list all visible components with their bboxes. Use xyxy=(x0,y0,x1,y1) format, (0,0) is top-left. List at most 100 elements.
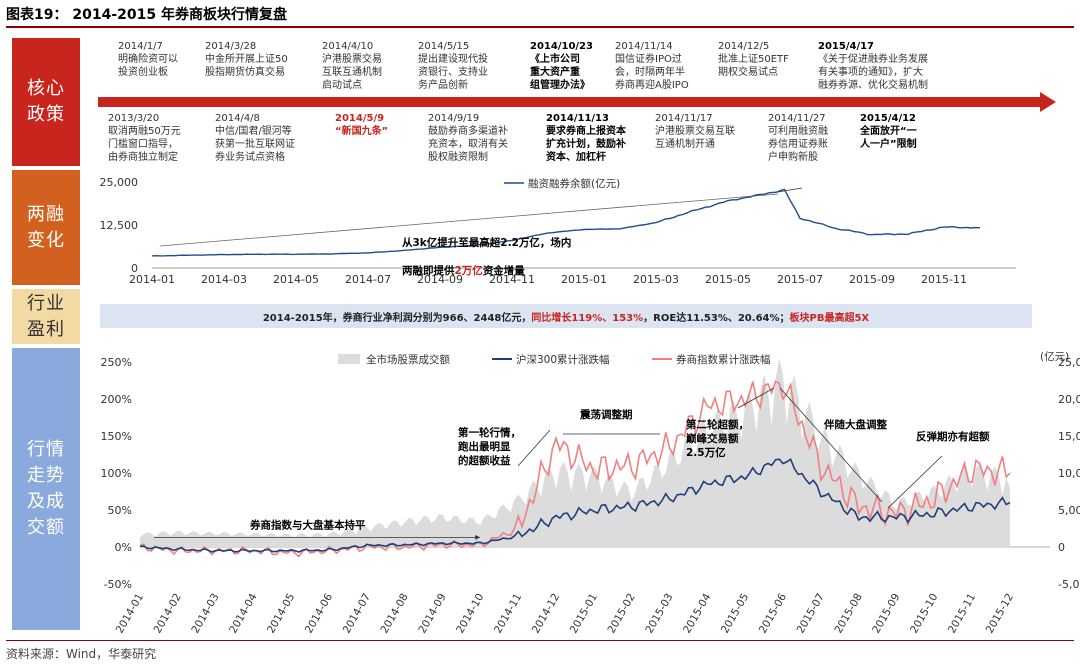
annotation-wave2: 第二轮超额，巅峰交易额 2.5万亿 xyxy=(686,418,749,459)
section-profit-label: 行业 盈利 xyxy=(27,292,65,340)
annotation-flat: 券商指数与大盘基本持平 xyxy=(249,519,366,532)
policy-bottom-event-7: 2015/4/12 全面放开“一 人一户”限制 xyxy=(860,112,917,151)
market-x-tick-group: 2015-05 xyxy=(719,592,751,636)
policy-bottom-event-6: 2014/11/27 可利用融资融 券信用证券账 户申购新股 xyxy=(768,112,828,164)
policy-bottom-event-text: 取消两融50万元 门槛窗口指导， 由券商独立制定 xyxy=(108,126,181,163)
policy-top-event-date: 2014/5/15 xyxy=(418,41,470,52)
annotation-wave1-line: 的超额收益 xyxy=(458,454,511,467)
policy-top-event-date: 2014/1/7 xyxy=(118,41,163,52)
margin-x-tick: 2015-07 xyxy=(777,273,823,286)
policy-bottom-event-text: 中信/国君/银河等 获第一批互联网证 券业务试点资格 xyxy=(215,126,295,163)
market-y-left-tick: 200% xyxy=(101,393,132,406)
policy-bottom-event-date: 2014/9/19 xyxy=(428,113,480,124)
margin-balance-line xyxy=(151,188,981,257)
market-y-left-tick: 250% xyxy=(101,356,132,369)
legend-volume-label: 全市场股票成交额 xyxy=(366,353,450,366)
annotation-flat-line: 券商指数与大盘基本持平 xyxy=(249,519,366,532)
policy-bottom-event-date: 2014/11/17 xyxy=(655,113,713,124)
market-x-tick-group: 2015-11 xyxy=(946,592,978,636)
market-x-tick: 2015-10 xyxy=(908,592,940,636)
market-x-tick: 2014-07 xyxy=(341,592,373,636)
annotation-shock-line: 震荡调整期 xyxy=(579,408,633,421)
policy-top-event-date: 2014/12/5 xyxy=(718,41,770,52)
bottom-rule xyxy=(6,640,1074,641)
market-x-tick: 2015-04 xyxy=(681,591,713,635)
policy-bottom-event-text: 可利用融资融 券信用证券账 户申购新股 xyxy=(768,126,828,163)
market-x-tick: 2014-10 xyxy=(454,592,486,636)
market-x-tick-group: 2014-07 xyxy=(341,592,373,636)
legend-broker-label: 券商指数累计涨跌幅 xyxy=(676,353,771,366)
section-market-label: 行情 走势 及成 交额 xyxy=(27,439,65,538)
market-x-tick-group: 2015-10 xyxy=(908,592,940,636)
market-x-tick-group: 2015-12 xyxy=(984,592,1016,636)
section-policy: 核心 政策 xyxy=(12,38,80,166)
margin-x-tick: 2015-11 xyxy=(921,273,967,286)
policy-bottom-event-4: 2014/11/13 要求券商上报资本 扩充计划，鼓励补 资本、加杠杆 xyxy=(546,112,626,164)
section-margin-label: 两融 变化 xyxy=(27,203,65,251)
market-x-tick: 2014-03 xyxy=(189,592,221,636)
market-x-tick: 2015-05 xyxy=(719,592,751,636)
policy-bottom-event-text: 全面放开“一 人一户”限制 xyxy=(860,126,917,150)
broker-index-line xyxy=(139,380,1011,558)
market-x-tick-group: 2014-09 xyxy=(416,592,448,636)
market-x-tick-group: 2014-03 xyxy=(189,592,221,636)
market-x-tick-group: 2014-04 xyxy=(227,591,259,635)
profit-text-1: 2014-2015年，券商行业净利润分别为966、2448亿元， xyxy=(262,312,532,324)
annotation-rebound-arrow xyxy=(887,455,943,509)
market-x-tick-group: 2015-09 xyxy=(870,592,902,636)
market-y-left-tick: 0% xyxy=(115,541,132,554)
policy-top-event-5: 2014/11/14 国信证券IPO过 会，时隔两年半 券商再迎A股IPO xyxy=(615,40,689,92)
market-x-tick: 2015-11 xyxy=(946,592,978,636)
market-x-tick: 2014-11 xyxy=(492,592,524,636)
market-x-tick: 2014-02 xyxy=(152,592,184,636)
margin-x-tick: 2014-07 xyxy=(345,273,391,286)
market-x-tick-group: 2014-01 xyxy=(114,592,146,636)
annotation-shock: 震荡调整期 xyxy=(579,408,633,421)
market-y-left-tick: -50% xyxy=(104,578,132,591)
policy-top-event-2: 2014/4/10 沪港股票交易 互联互通机制 启动试点 xyxy=(322,40,382,92)
market-x-tick-group: 2014-05 xyxy=(265,592,297,636)
market-x-tick: 2014-09 xyxy=(416,592,448,636)
market-y-right-tick: 15,000 xyxy=(1058,430,1080,443)
margin-y-tick: 0 xyxy=(131,262,138,275)
market-y-left-tick: 150% xyxy=(101,430,132,443)
market-x-tick: 2015-06 xyxy=(757,591,789,635)
market-x-tick: 2015-08 xyxy=(832,592,864,636)
market-x-tick-group: 2014-06 xyxy=(303,591,335,635)
policy-bottom-event-text: 鼓励券商多渠道补 充资本，取消有关 股权融资限制 xyxy=(428,126,508,163)
market-performance-chart: 250% 200% 150% 100% 50% 0% -50% 25,000 20,000 15,… xyxy=(101,350,1080,636)
annotation-wave1-line: 跑出最明显 xyxy=(458,440,511,453)
section-margin: 两融 变化 xyxy=(12,170,80,285)
annotation-wave1-line: 第一轮行情， xyxy=(458,426,521,439)
policy-top-event-7: 2015/4/17 《关于促进融券业务发展 有关事项的通知》，扩大 融券券源、优化… xyxy=(818,40,928,92)
policy-top-event-3: 2014/5/15 提出建设现代投 资银行、支持业 务产品创新 xyxy=(418,40,488,92)
legend-volume-swatch xyxy=(338,354,360,364)
margin-x-tick: 2014-01 xyxy=(129,273,175,286)
margin-x-tick: 2015-09 xyxy=(849,273,895,286)
market-x-tick: 2015-09 xyxy=(870,592,902,636)
market-x-tick: 2014-04 xyxy=(227,591,259,635)
market-x-tick-group: 2015-02 xyxy=(605,592,637,636)
policy-timeline-arrow xyxy=(98,92,1056,112)
policy-top-event-date: 2014/3/28 xyxy=(205,41,257,52)
policy-top-event-date: 2015/4/17 xyxy=(818,41,875,52)
margin-x-tick: 2015-05 xyxy=(705,273,751,286)
hs300-line xyxy=(139,457,1011,553)
policy-bottom-event-date: 2014/11/13 xyxy=(546,113,609,124)
policy-top-event-text: 沪港股票交易 互联互通机制 启动试点 xyxy=(322,54,382,91)
policy-bottom-event-text: “新国九条” xyxy=(335,126,389,137)
legend-hs300-label: 沪深300累计涨跌幅 xyxy=(516,353,610,366)
policy-bottom-event-0: 2013/3/20 取消两融50万元 门槛窗口指导， 由券商独立制定 xyxy=(108,112,181,164)
market-x-tick: 2015-02 xyxy=(605,592,637,636)
policy-bottom-event-1: 2014/4/8 中信/国君/银河等 获第一批互联网证 券业务试点资格 xyxy=(215,112,295,164)
market-x-tick-group: 2014-10 xyxy=(454,592,486,636)
margin-y-tick: 25,000 xyxy=(100,176,139,189)
policy-top-event-0: 2014/1/7 明确险资可以 投资创业板 xyxy=(118,40,178,79)
margin-x-tick: 2014-03 xyxy=(201,273,247,286)
annotation-wave2-pointer xyxy=(737,387,775,409)
annotation-wave1: 第一轮行情，跑出最明显的超额收益 xyxy=(458,426,521,467)
margin-peak-pointer xyxy=(777,187,803,193)
policy-top-event-text: 明确险资可以 投资创业板 xyxy=(118,54,178,78)
annotation-wave2-line: 巅峰交易额 xyxy=(686,432,739,445)
